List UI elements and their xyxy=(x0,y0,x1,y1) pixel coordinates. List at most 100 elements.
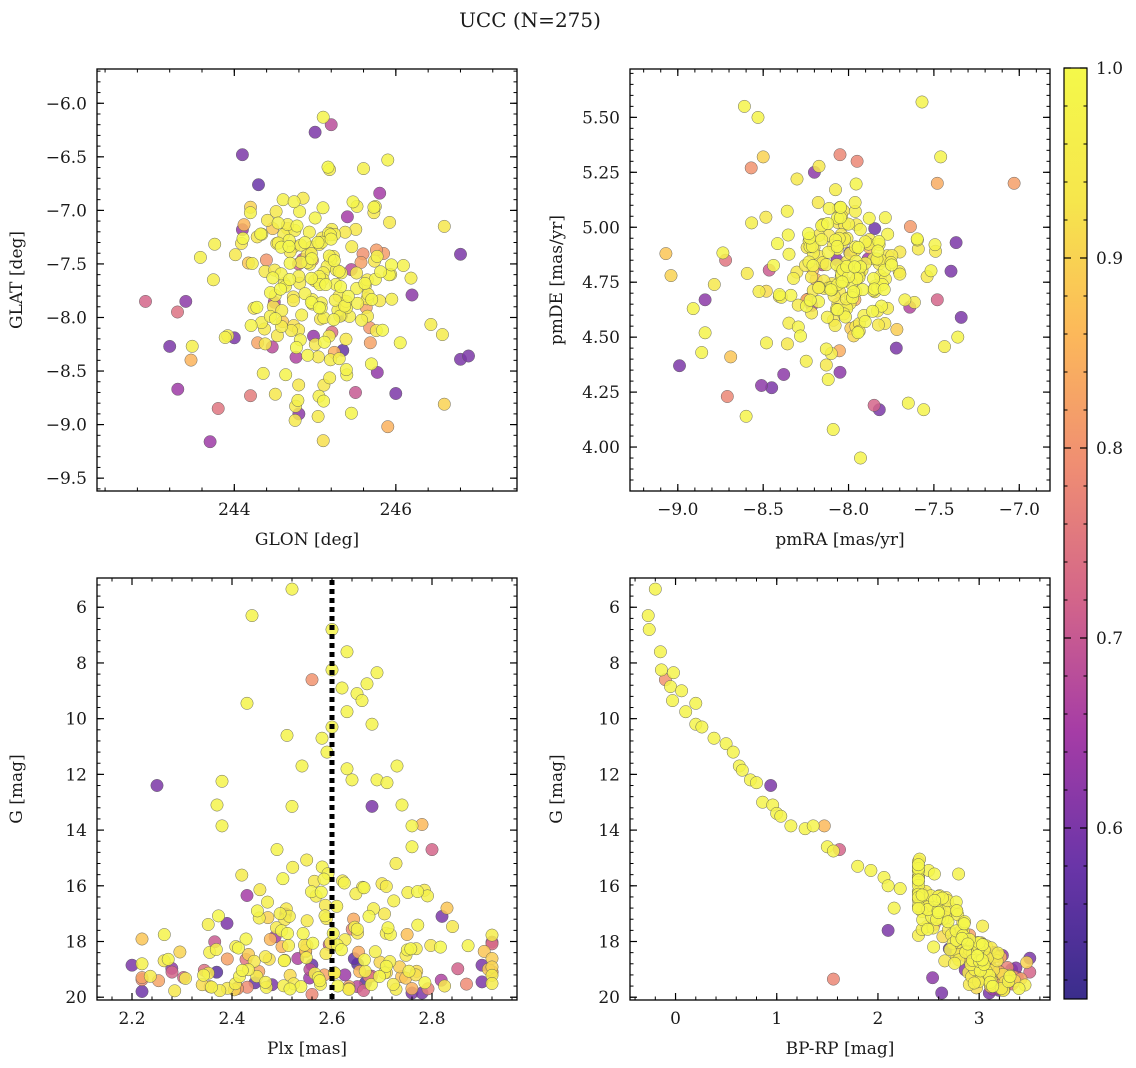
data-point xyxy=(308,211,322,225)
data-point xyxy=(935,986,949,1000)
data-point xyxy=(258,337,272,351)
colorbar-tick-label: 0.6 xyxy=(1096,819,1123,839)
data-point xyxy=(454,247,467,261)
data-point xyxy=(383,215,397,229)
x-tick-label: −8.5 xyxy=(743,500,784,520)
data-point xyxy=(405,840,419,854)
data-point xyxy=(279,368,293,382)
data-point xyxy=(820,310,834,324)
data-point xyxy=(282,939,296,952)
data-point xyxy=(345,240,359,254)
data-point xyxy=(294,980,308,994)
data-point xyxy=(351,296,364,310)
colorbar: 0.6 0.7 0.8 0.9 1.0 xyxy=(1063,59,1123,1000)
data-point xyxy=(461,939,475,953)
data-point xyxy=(868,222,882,236)
data-point xyxy=(393,336,407,350)
data-point xyxy=(184,353,198,367)
data-point xyxy=(324,232,338,246)
data-point xyxy=(281,926,294,940)
data-point xyxy=(372,970,386,983)
data-point xyxy=(209,943,223,956)
data-point xyxy=(839,310,852,324)
data-point xyxy=(280,728,294,742)
data-point xyxy=(316,434,330,448)
x-ticks: −9.0 −8.5 −8.0 −7.5 −7.0 xyxy=(643,69,1040,520)
data-point xyxy=(270,843,284,857)
data-point xyxy=(831,303,844,317)
colorbar-ticks: 0.6 0.7 0.8 0.9 1.0 xyxy=(1064,59,1123,981)
y-tick-label: 4.25 xyxy=(582,383,620,403)
data-point xyxy=(339,332,353,346)
colorbar-tick-label: 0.8 xyxy=(1096,439,1123,459)
data-point xyxy=(719,737,733,751)
data-point xyxy=(319,278,333,292)
data-point xyxy=(395,798,409,812)
data-point xyxy=(312,301,326,315)
data-point xyxy=(215,774,229,788)
data-point xyxy=(173,945,187,959)
data-point xyxy=(943,943,957,957)
data-point xyxy=(212,909,225,923)
data-point xyxy=(654,663,668,677)
data-point xyxy=(306,936,320,950)
data-point xyxy=(237,218,251,232)
data-point xyxy=(340,645,354,659)
data-point xyxy=(379,959,393,973)
y-axis-label: G [mag] xyxy=(547,754,567,823)
data-point xyxy=(724,350,738,364)
data-point xyxy=(740,266,754,280)
data-point xyxy=(927,940,941,954)
data-point xyxy=(386,977,400,991)
data-point xyxy=(295,308,309,322)
data-point xyxy=(315,731,329,745)
data-point xyxy=(287,195,301,209)
data-point xyxy=(772,288,786,302)
data-point xyxy=(811,196,825,209)
axes-frame xyxy=(96,577,518,1001)
data-point xyxy=(686,302,700,316)
data-point xyxy=(157,928,171,942)
data-point xyxy=(764,779,778,792)
data-point xyxy=(976,938,989,952)
y-tick-label: 18 xyxy=(65,933,87,953)
data-point xyxy=(364,978,378,992)
x-ticks: 0 1 2 3 xyxy=(634,578,1041,1029)
x-axis-label: BP-RP [mag] xyxy=(786,1039,895,1059)
data-point xyxy=(931,906,945,920)
data-point xyxy=(327,254,341,268)
data-point xyxy=(349,222,363,236)
data-point xyxy=(311,350,325,364)
data-point xyxy=(782,247,796,261)
data-point xyxy=(752,285,766,298)
data-point xyxy=(675,684,689,698)
data-point xyxy=(341,289,355,303)
data-point xyxy=(485,977,499,990)
x-tick-label: 246 xyxy=(380,500,412,520)
data-point xyxy=(938,340,951,354)
data-point xyxy=(266,271,280,285)
x-tick-label: 2.6 xyxy=(318,1009,345,1029)
data-point xyxy=(849,177,863,191)
data-point xyxy=(1007,176,1021,190)
x-tick-label: −8.0 xyxy=(828,500,869,520)
data-point xyxy=(193,250,207,264)
data-point xyxy=(298,236,312,250)
y-tick-label: 10 xyxy=(65,710,87,730)
data-point xyxy=(185,339,199,353)
data-point xyxy=(967,976,981,990)
data-point xyxy=(171,305,184,319)
y-tick-label: 8 xyxy=(609,654,620,674)
data-point xyxy=(288,413,302,427)
data-point xyxy=(462,349,475,363)
data-point xyxy=(826,972,840,986)
data-point xyxy=(951,330,965,344)
data-point xyxy=(292,378,306,392)
data-point xyxy=(384,258,398,272)
data-point xyxy=(334,943,348,957)
data-point xyxy=(824,283,838,297)
data-point xyxy=(220,916,234,930)
y-tick-label: 14 xyxy=(65,821,87,841)
data-point xyxy=(911,902,925,915)
data-point xyxy=(381,420,395,434)
